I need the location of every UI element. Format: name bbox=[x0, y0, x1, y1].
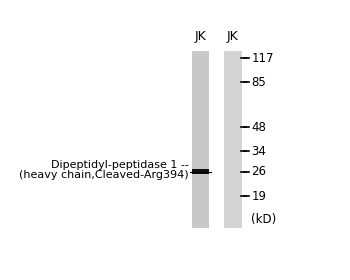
Bar bbox=[191, 169, 209, 174]
Text: JK: JK bbox=[195, 30, 206, 43]
Bar bbox=[191, 51, 209, 228]
Text: 48: 48 bbox=[251, 121, 266, 134]
Text: (heavy chain,Cleaved-Arg394): (heavy chain,Cleaved-Arg394) bbox=[19, 170, 189, 180]
Text: 85: 85 bbox=[251, 76, 266, 88]
Text: 26: 26 bbox=[251, 165, 266, 178]
Text: 34: 34 bbox=[251, 144, 266, 158]
Text: 19: 19 bbox=[251, 190, 266, 203]
Bar bbox=[224, 51, 242, 228]
Text: Dipeptidyl-peptidase 1 --: Dipeptidyl-peptidase 1 -- bbox=[51, 160, 189, 170]
Text: (kD): (kD) bbox=[251, 213, 276, 225]
Text: 117: 117 bbox=[251, 52, 274, 65]
Text: JK: JK bbox=[227, 30, 239, 43]
